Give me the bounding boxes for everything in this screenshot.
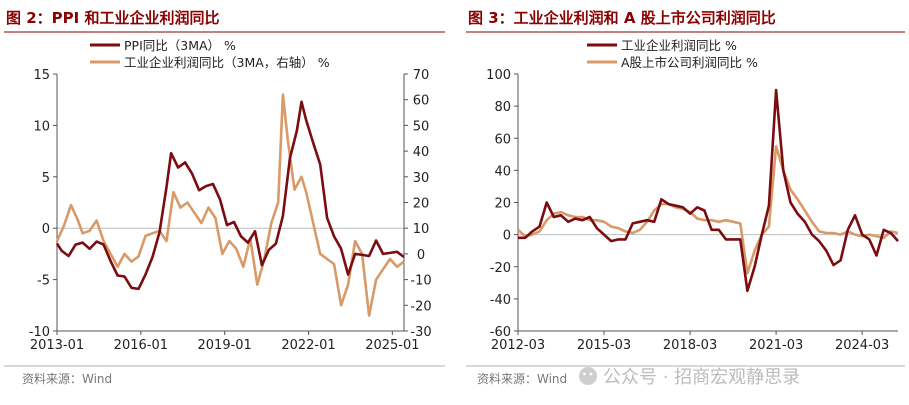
left-y2-tick-label: 60 — [413, 94, 430, 109]
left-y2-tick-label: -20 — [410, 299, 431, 314]
right-y-tick-label: 0 — [503, 229, 511, 244]
left-legend-label-1: PPI同比（3MA） % — [124, 38, 236, 53]
right-source-note: 资料来源：Wind — [477, 372, 567, 386]
left-x-tick-label: 2019-01 — [198, 338, 252, 353]
left-y-tick-label: 15 — [33, 68, 50, 83]
left-legend-label-2: 工业企业利润同比（3MA，右轴） % — [124, 55, 330, 70]
right-figure-title: 图 3：工业企业利润和 A 股上市公司利润同比 — [468, 9, 776, 27]
left-x-tick-label: 2022-01 — [281, 338, 335, 353]
right-y-tick-label: 20 — [494, 197, 511, 212]
left-y2-tick-label: -30 — [410, 325, 431, 340]
watermark: 公众号 · 招商宏观静思录 — [579, 367, 800, 388]
left-x-tick-label: 2013-01 — [30, 338, 84, 353]
right-y-tick-label: -20 — [490, 261, 511, 276]
left-figure-title: 图 2：PPI 和工业企业利润同比 — [6, 9, 219, 27]
right-x-tick-label: 2015-03 — [577, 338, 631, 353]
right-y-tick-label: 40 — [494, 164, 511, 179]
left-y2-tick-label: 30 — [413, 171, 430, 186]
right-legend-label-1: 工业企业利润同比 % — [621, 38, 737, 53]
right-y-tick-label: -60 — [490, 325, 511, 340]
left-y2-tick-label: 10 — [413, 222, 430, 237]
left-y-tick-label: 5 — [42, 171, 50, 186]
left-series-2-line — [55, 93, 405, 317]
left-source-note: 资料来源：Wind — [22, 372, 112, 386]
left-y2-tick-label: 40 — [413, 145, 430, 160]
right-y-tick-label: 80 — [494, 100, 511, 115]
left-y2-tick-label: 70 — [413, 68, 430, 83]
right-y-tick-label: 100 — [486, 68, 511, 83]
wechat-icon — [579, 367, 597, 385]
watermark-text: 公众号 · 招商宏观静思录 — [603, 367, 800, 388]
wechat-icon-eye-right — [589, 372, 593, 376]
right-x-tick-label: 2018-03 — [663, 338, 717, 353]
wechat-icon-eye-left — [583, 372, 586, 376]
left-y2-tick-label: 0 — [417, 248, 425, 263]
left-figure: -10 -5 0 5 10 15 -30 -20 -10 0 10 20 30 40 50 60 70 2013-… — [29, 38, 432, 353]
left-x-tick-label: 2025-01 — [365, 338, 419, 353]
left-y-tick-label: 10 — [33, 119, 50, 134]
left-y2-tick-label: 20 — [413, 197, 430, 212]
right-figure: -60 -40 -20 0 20 40 60 80 100 2012-03 2015-03 2018-… — [486, 38, 899, 353]
right-legend-label-2: A股上市公司利润同比 % — [621, 55, 758, 70]
right-x-tick-label: 2012-03 — [491, 338, 545, 353]
left-x-tick-label: 2016-01 — [114, 338, 168, 353]
right-y-tick-label: 60 — [494, 132, 511, 147]
left-y2-tick-label: 50 — [413, 119, 430, 134]
left-y-tick-label: 0 — [42, 222, 50, 237]
right-x-tick-label: 2024-03 — [835, 338, 889, 353]
left-y2-tick-label: -10 — [410, 274, 431, 289]
left-series-1-line — [55, 100, 405, 291]
right-x-tick-label: 2021-03 — [749, 338, 803, 353]
left-y-tick-label: -10 — [29, 325, 50, 340]
right-y-tick-label: -40 — [490, 293, 511, 308]
left-y-tick-label: -5 — [37, 274, 50, 289]
right-series-1-line — [518, 88, 899, 293]
